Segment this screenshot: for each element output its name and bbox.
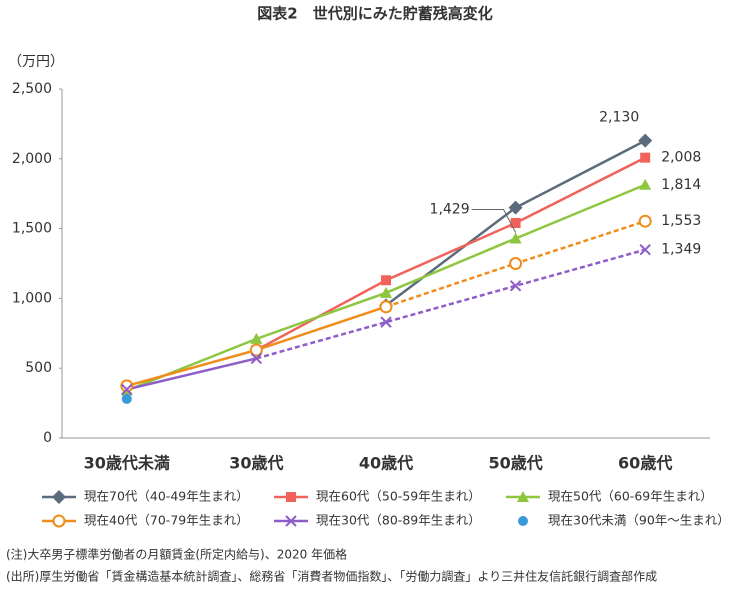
legend-label: 現在70代（40-49年生まれ）: [84, 489, 249, 504]
legend-marker: [286, 492, 296, 502]
legend-marker: [517, 491, 529, 502]
marker: [638, 133, 653, 148]
marker: [640, 152, 651, 163]
y-tick-label: 0: [43, 430, 52, 446]
y-tick-label: 500: [25, 360, 52, 376]
data-label: 1,814: [661, 177, 701, 193]
note: (出所)厚生労働省「賃金構造基本統計調査」、総務省「消費者物価指数」、「労働力調…: [6, 569, 657, 584]
note: (注)大卒男子標準労働者の月額賃金(所定内給与)、2020 年価格: [6, 547, 347, 562]
chart-title: 図表2 世代別にみた貯蓄残高変化: [257, 5, 492, 23]
legend-marker: [52, 514, 66, 528]
legend-marker: [518, 516, 528, 526]
data-label: 1,429: [430, 202, 470, 218]
y-tick-label: 2,500: [12, 81, 52, 97]
marker: [638, 214, 652, 228]
x-tick-label: 50歳代: [488, 454, 542, 473]
data-label: 2,130: [599, 110, 639, 126]
x-tick-label: 40歳代: [359, 454, 413, 473]
y-tick-label: 1,500: [12, 221, 52, 237]
legend-label: 現在30代（80-89年生まれ）: [316, 513, 481, 528]
legend-label: 現在30代未満（90年〜生まれ）: [548, 513, 730, 528]
marker: [510, 218, 521, 229]
marker: [509, 232, 522, 244]
projected-line: [256, 248, 646, 360]
series-line: [126, 357, 257, 391]
legend-marker: [285, 515, 297, 527]
legend-label: 現在40代（70-79年生まれ）: [84, 513, 249, 528]
y-tick-label: 2,000: [12, 151, 52, 167]
data-label: 1,349: [661, 242, 701, 258]
legend-marker: [52, 490, 66, 504]
data-label: 2,008: [661, 150, 701, 166]
y-axis-label: （万円）: [8, 54, 64, 70]
marker: [250, 332, 263, 344]
x-tick-label: 30歳代: [229, 454, 283, 473]
series-line: [255, 156, 646, 352]
data-label: 1,553: [661, 213, 701, 229]
marker: [380, 316, 392, 328]
marker: [381, 275, 391, 286]
marker: [379, 300, 393, 314]
marker: [508, 200, 523, 215]
x-tick-label: 30歳代未満: [84, 454, 170, 473]
y-tick-label: 1,000: [12, 290, 52, 306]
marker: [639, 243, 651, 256]
marker: [509, 280, 522, 292]
legend-label: 現在50代（60-69年生まれ）: [548, 489, 713, 504]
marker: [380, 286, 392, 298]
x-tick-label: 60歳代: [618, 454, 672, 473]
leader-line: [471, 209, 517, 233]
legend-label: 現在60代（50-59年生まれ）: [316, 489, 481, 504]
marker: [509, 257, 523, 270]
marker: [121, 393, 132, 404]
marker: [121, 383, 133, 396]
marker: [120, 379, 134, 393]
marker: [250, 352, 263, 365]
marker: [639, 178, 652, 190]
marker: [249, 343, 263, 357]
